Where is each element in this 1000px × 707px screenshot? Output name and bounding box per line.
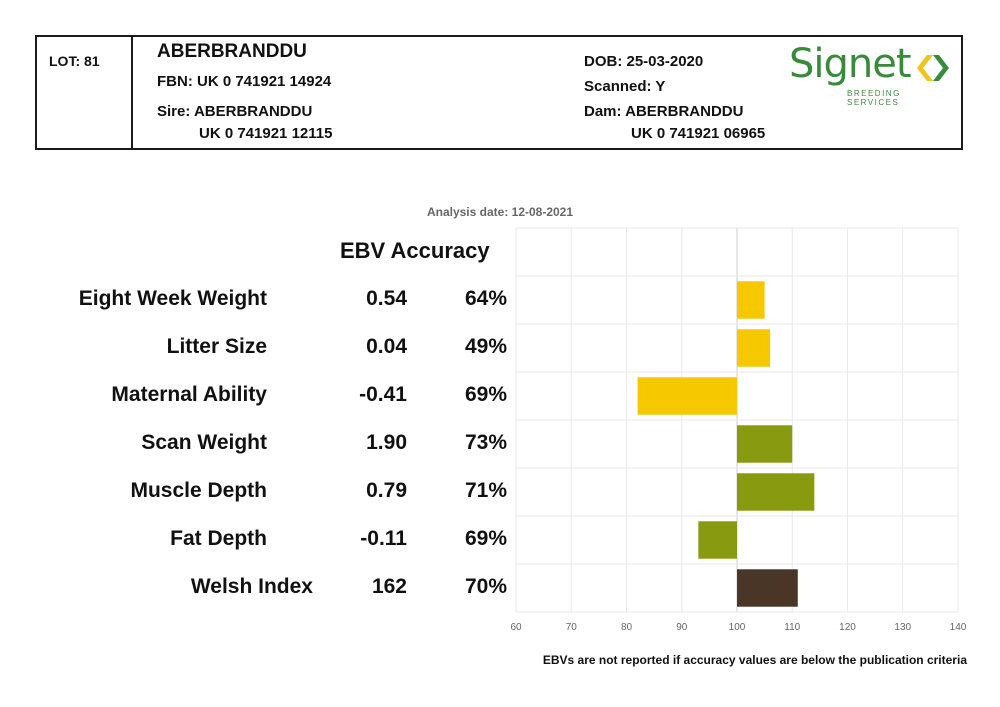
ebv-value: 1.90 xyxy=(366,431,407,454)
analysis-date: Analysis date: 12-08-2021 xyxy=(426,205,574,219)
ebv-value: 162 xyxy=(371,575,407,598)
lot-number: LOT: 81 xyxy=(49,53,100,69)
bar xyxy=(737,425,793,463)
bar xyxy=(737,329,771,367)
footnote: EBVs are not reported if accuracy values… xyxy=(542,653,967,667)
sire-id: UK 0 741921 12115 xyxy=(199,125,333,142)
animal-name: ABERBRANDDU xyxy=(157,41,307,62)
sire-label: Sire: ABERBRANDDU xyxy=(157,103,313,120)
ebv-value: -0.11 xyxy=(360,527,407,550)
trait-label: Litter Size xyxy=(166,335,267,358)
accuracy-value: 64% xyxy=(464,287,507,310)
trait-label: Maternal Ability xyxy=(111,383,267,406)
ebv-value: 0.79 xyxy=(366,479,407,502)
x-tick-label: 80 xyxy=(621,622,633,633)
trait-label: Scan Weight xyxy=(141,431,267,454)
accuracy-value: 69% xyxy=(464,527,507,550)
x-tick-label: 110 xyxy=(784,622,800,633)
x-tick-label: 130 xyxy=(894,622,911,633)
logo-subtitle: BREEDING SERVICES xyxy=(847,89,901,107)
ebv-value: -0.41 xyxy=(359,383,407,406)
bar xyxy=(637,377,737,415)
bar xyxy=(737,473,815,511)
x-tick-label: 60 xyxy=(510,622,522,633)
logo-wordmark: Signet xyxy=(789,41,912,87)
accuracy-value: 70% xyxy=(464,575,507,598)
bar xyxy=(737,281,765,319)
scanned-status: Scanned: Y xyxy=(584,78,666,95)
bar xyxy=(737,569,798,607)
x-tick-label: 140 xyxy=(950,622,967,633)
fbn: FBN: UK 0 741921 14924 xyxy=(157,73,332,90)
accuracy-value: 49% xyxy=(464,335,507,358)
trait-label: Eight Week Weight xyxy=(78,287,267,310)
signet-logo: Signet BREEDING SERVICES xyxy=(789,41,949,107)
x-tick-label: 70 xyxy=(566,622,578,633)
dob: DOB: 25-03-2020 xyxy=(584,53,704,70)
ebv-value: 0.54 xyxy=(366,287,407,310)
bar xyxy=(698,521,737,559)
ebv-accuracy-heading: EBV Accuracy xyxy=(340,238,490,263)
x-tick-label: 120 xyxy=(839,622,856,633)
ebv-value: 0.04 xyxy=(366,335,407,358)
animal-header: LOT: 81 ABERBRANDDU FBN: UK 0 741921 149… xyxy=(35,35,963,150)
trait-label: Welsh Index xyxy=(190,575,313,598)
trait-label: Muscle Depth xyxy=(130,479,267,502)
trait-label: Fat Depth xyxy=(170,527,267,550)
dam-id: UK 0 741921 06965 xyxy=(631,125,766,142)
x-tick-label: 100 xyxy=(729,622,746,633)
accuracy-value: 71% xyxy=(464,479,507,502)
signet-chevrons-icon xyxy=(917,55,949,81)
accuracy-value: 73% xyxy=(464,431,507,454)
accuracy-value: 69% xyxy=(464,383,507,406)
x-tick-label: 90 xyxy=(676,622,688,633)
lot-cell: LOT: 81 xyxy=(37,37,133,148)
dam-label: Dam: ABERBRANDDU xyxy=(584,103,744,120)
